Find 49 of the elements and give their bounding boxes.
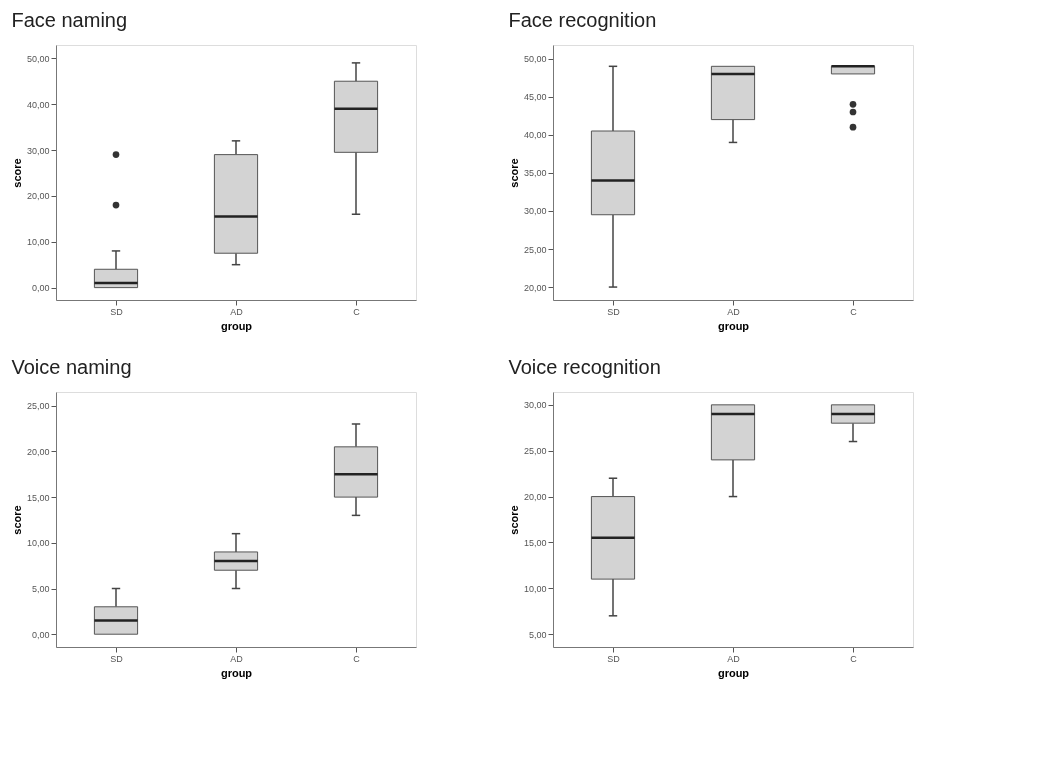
x-axis-title: group bbox=[717, 666, 750, 679]
y-axis-title: score bbox=[507, 505, 520, 535]
x-axis-title: group bbox=[717, 319, 750, 332]
y-tick-label: 40,00 bbox=[523, 130, 547, 141]
x-tick-label: AD bbox=[230, 653, 244, 664]
y-axis-title: score bbox=[10, 158, 23, 188]
y-tick-label: 50,00 bbox=[523, 54, 547, 65]
y-tick-label: 5,00 bbox=[528, 629, 547, 640]
x-axis-title: group bbox=[220, 666, 253, 679]
y-tick-label: 45,00 bbox=[523, 92, 547, 103]
y-tick-label: 35,00 bbox=[523, 168, 547, 179]
y-tick-label: 25,00 bbox=[26, 401, 50, 412]
chart-title: Voice recognition bbox=[508, 356, 661, 378]
y-tick-label: 50,00 bbox=[26, 53, 50, 64]
y-axis-title: score bbox=[10, 505, 23, 535]
x-tick-label: C bbox=[353, 653, 361, 664]
y-tick-label: 30,00 bbox=[26, 145, 50, 156]
chart-title: Face recognition bbox=[508, 9, 657, 31]
y-tick-label: 30,00 bbox=[523, 206, 547, 217]
x-tick-label: C bbox=[353, 306, 361, 317]
y-tick-label: 10,00 bbox=[26, 237, 50, 248]
y-tick-label: 20,00 bbox=[26, 446, 50, 457]
y-tick-label: 25,00 bbox=[523, 446, 547, 457]
y-tick-label: 25,00 bbox=[523, 244, 547, 255]
x-tick-label: AD bbox=[727, 306, 741, 317]
y-tick-label: 15,00 bbox=[26, 492, 50, 503]
x-tick-label: AD bbox=[230, 306, 244, 317]
y-tick-label: 0,00 bbox=[31, 283, 50, 294]
x-tick-label: C bbox=[850, 306, 858, 317]
x-tick-label: AD bbox=[727, 653, 741, 664]
x-axis-title: group bbox=[220, 319, 253, 332]
x-tick-label: SD bbox=[110, 653, 124, 664]
y-tick-label: 10,00 bbox=[26, 538, 50, 549]
x-tick-label: SD bbox=[607, 306, 621, 317]
y-axis-title: score bbox=[507, 158, 520, 188]
chart-title: Face naming bbox=[11, 9, 128, 31]
y-tick-label: 10,00 bbox=[523, 583, 547, 594]
y-tick-label: 20,00 bbox=[26, 191, 50, 202]
y-tick-label: 15,00 bbox=[523, 537, 547, 548]
y-tick-label: 20,00 bbox=[523, 492, 547, 503]
chart-title: Voice naming bbox=[11, 356, 132, 378]
x-tick-label: SD bbox=[110, 306, 124, 317]
y-tick-label: 40,00 bbox=[26, 99, 50, 110]
y-tick-label: 30,00 bbox=[523, 400, 547, 411]
y-tick-label: 5,00 bbox=[31, 584, 50, 595]
x-tick-label: SD bbox=[607, 653, 621, 664]
y-tick-label: 20,00 bbox=[523, 282, 547, 293]
y-tick-label: 0,00 bbox=[31, 629, 50, 640]
x-tick-label: C bbox=[850, 653, 858, 664]
